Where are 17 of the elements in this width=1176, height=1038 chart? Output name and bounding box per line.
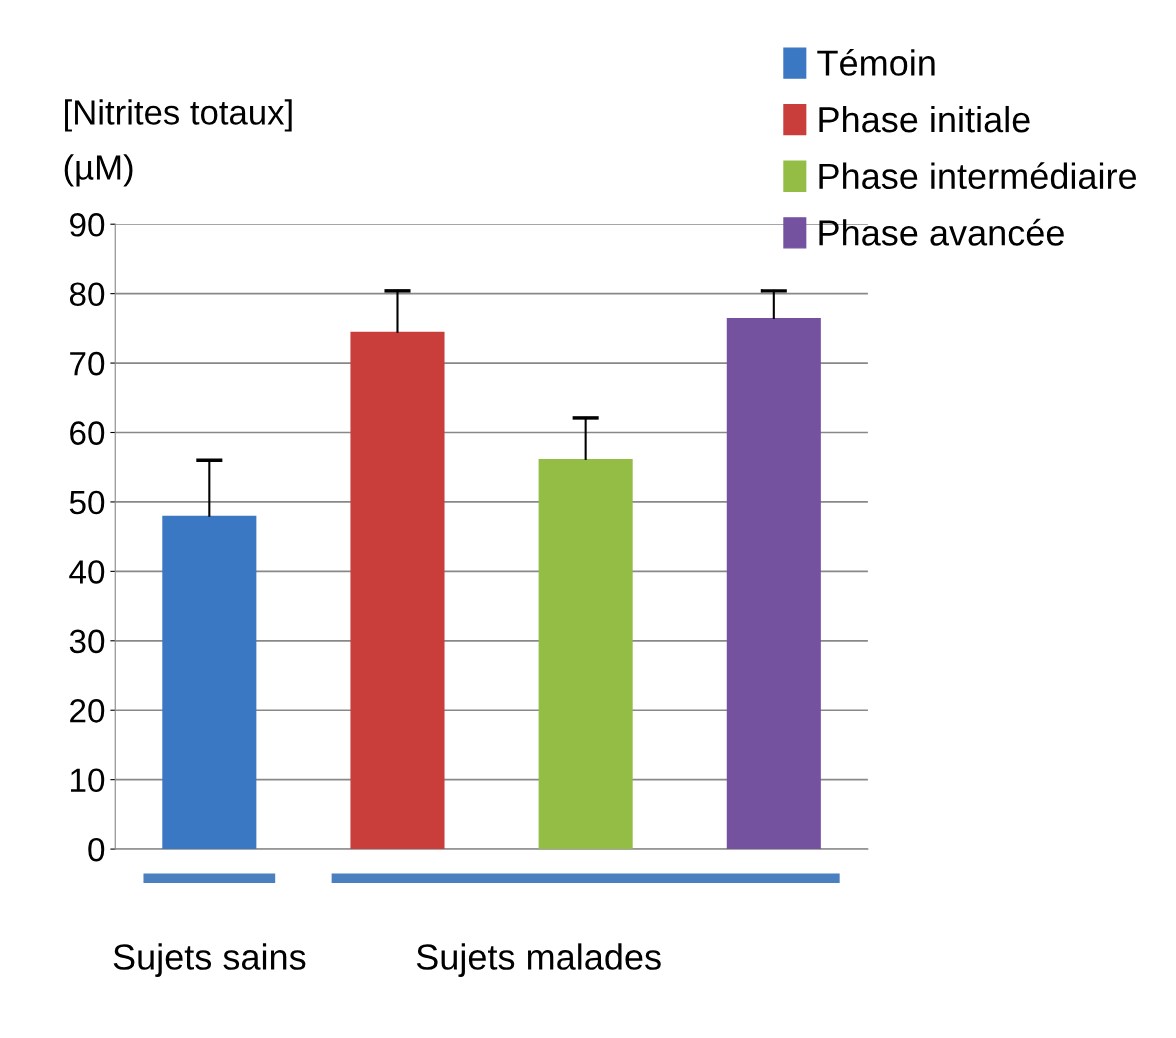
y-tick-label: 90 — [70, 213, 105, 237]
y-tick-label: 30 — [69, 629, 105, 654]
text: Sujets malades — [416, 943, 661, 977]
y-tick-label: 20 — [70, 699, 105, 723]
y-tick-label: 50 — [69, 490, 105, 515]
legend-label: Phase initiale — [819, 105, 1030, 133]
y-tick-label: 10 — [70, 768, 105, 793]
text: Sujets sains — [113, 943, 306, 977]
y-tick-label: 80 — [69, 282, 105, 307]
y-axis-title: [Nitrites totaux] (µM) — [64, 99, 292, 187]
y-tick-label: 0 — [88, 837, 105, 862]
y-tick-label: 40 — [69, 560, 105, 584]
y-tick-label: 60 — [70, 421, 105, 445]
legend-label: Témoin — [817, 48, 935, 76]
y-tick-label: 70 — [70, 351, 105, 376]
legend-label: Phase intermédiaire — [819, 162, 1137, 190]
legend-label: Phase avancée — [819, 218, 1064, 246]
